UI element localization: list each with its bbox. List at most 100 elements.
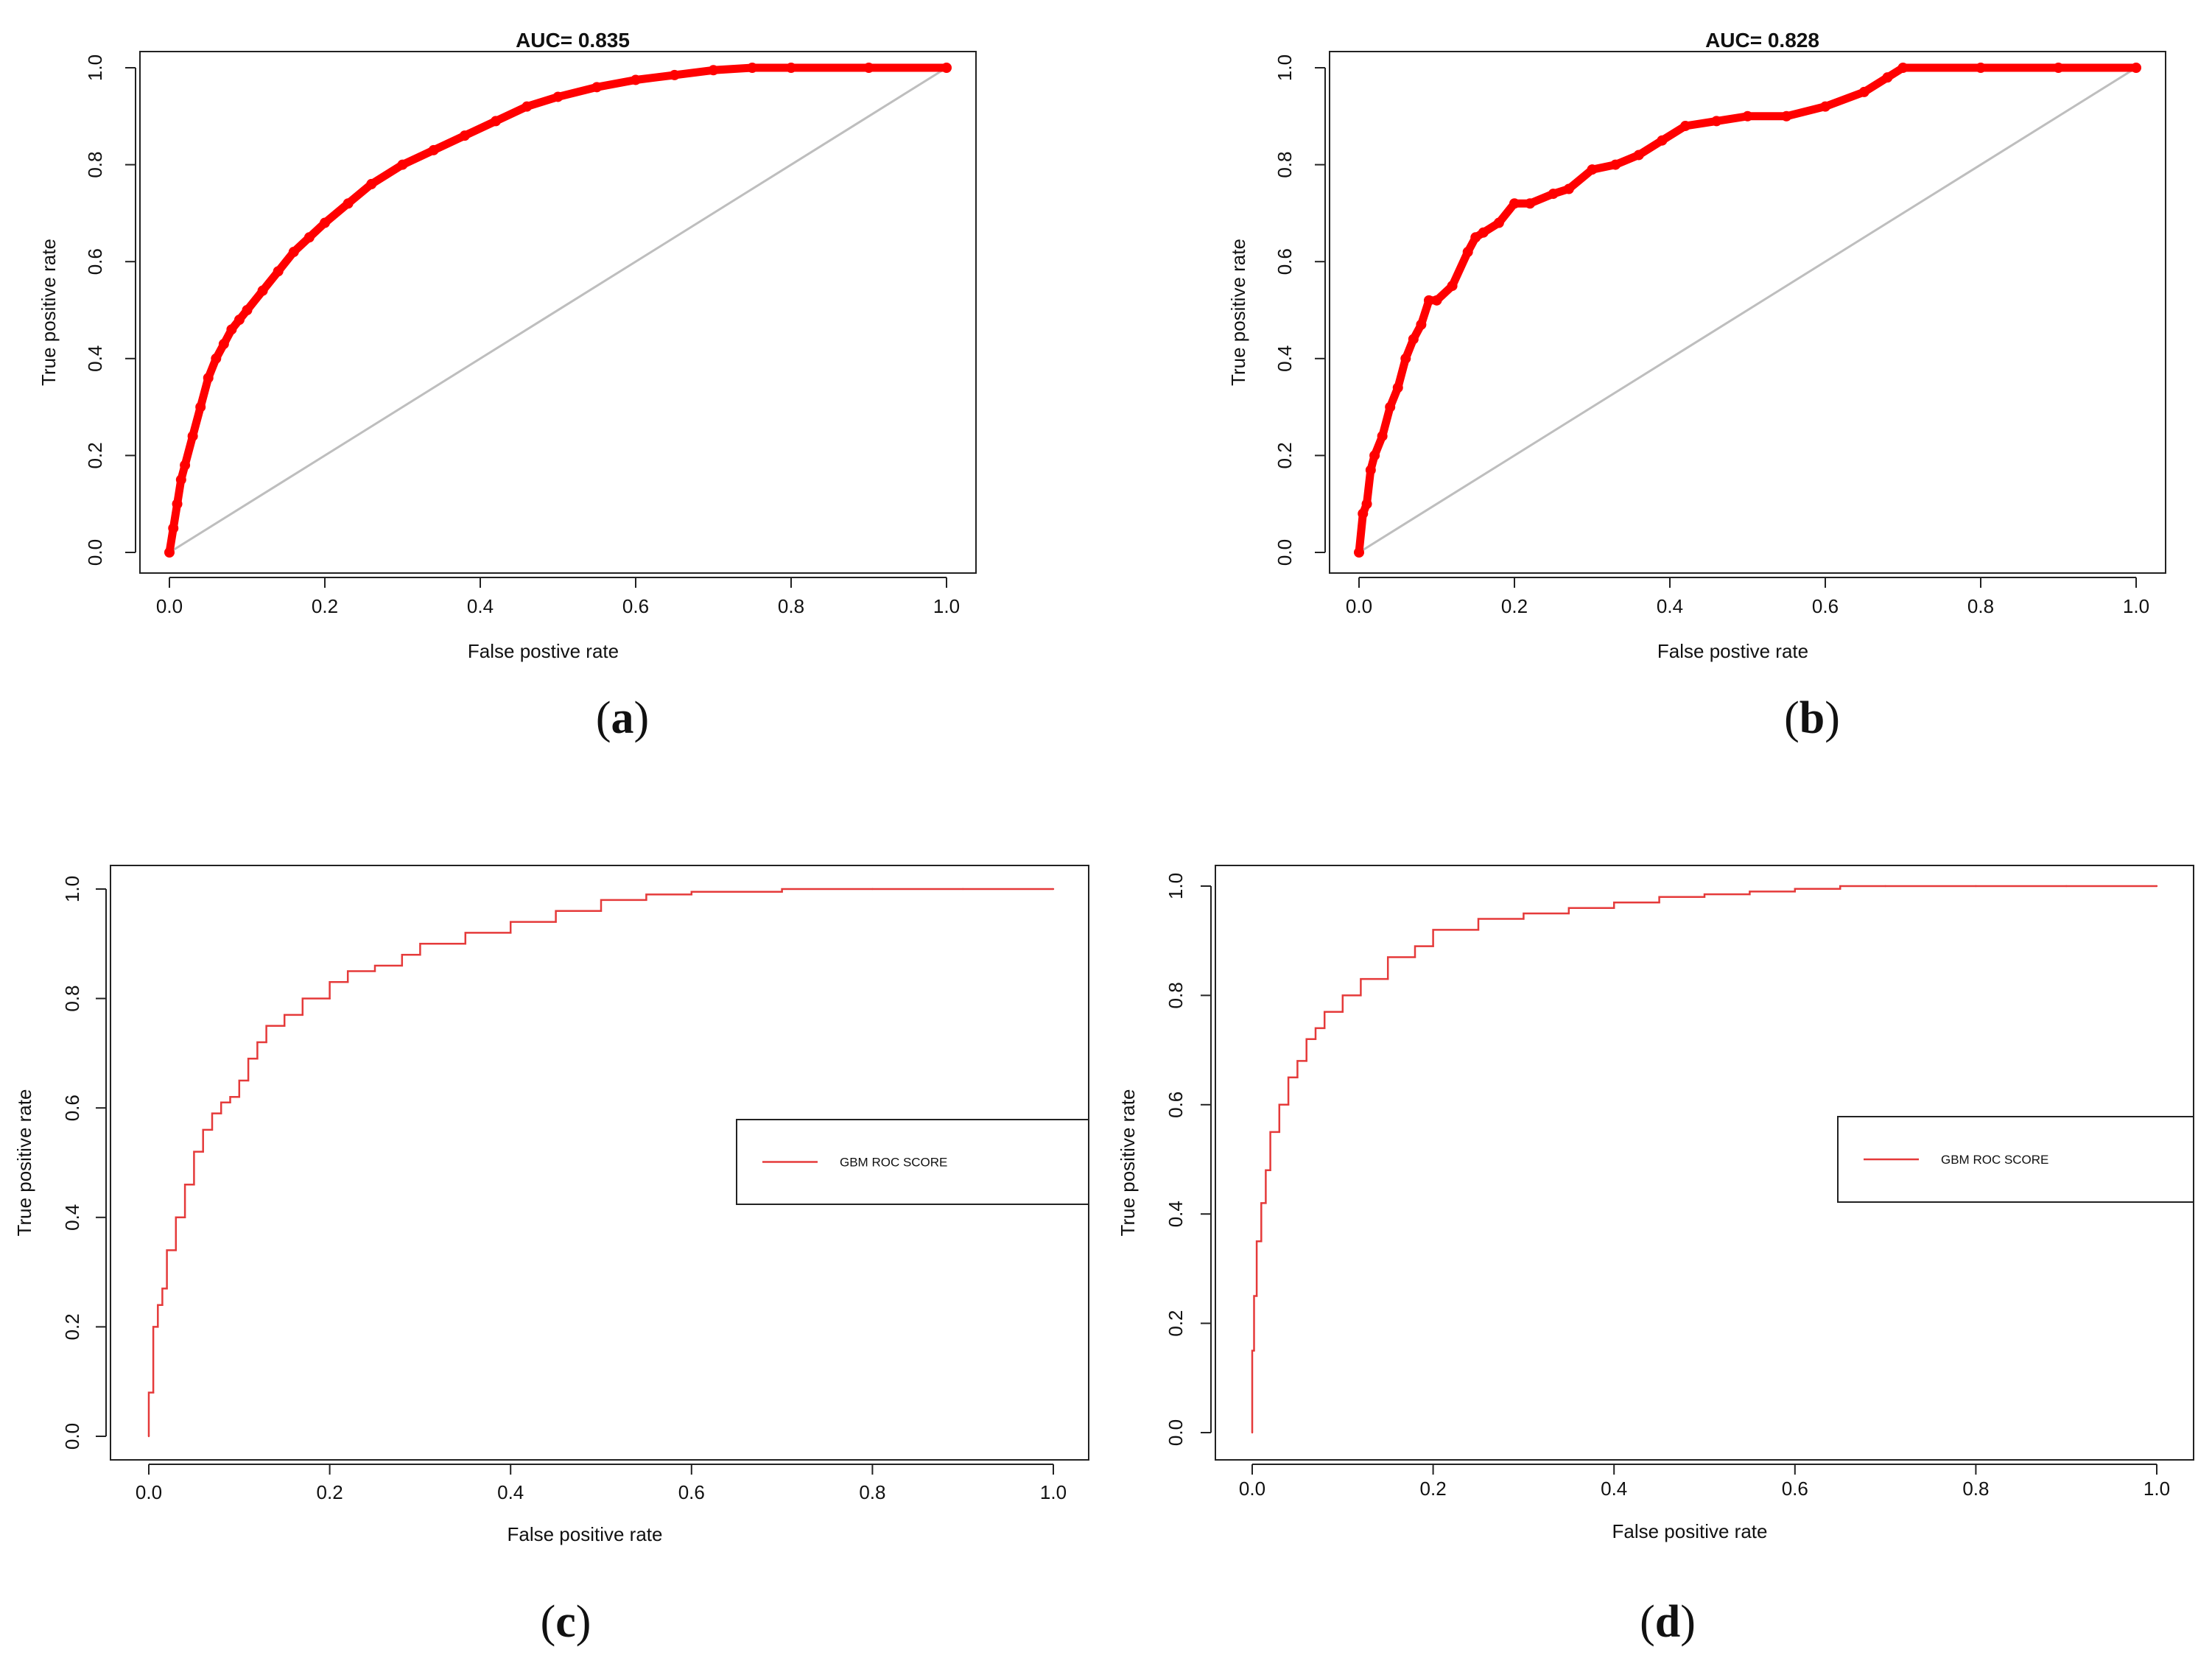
y-tick-label: 0.2: [61, 1313, 83, 1340]
roc-point: [1287, 1103, 1290, 1106]
roc-point: [238, 1096, 240, 1098]
roc-point: [211, 1128, 214, 1131]
x-tick-label: 0.8: [1962, 1478, 1989, 1500]
roc-point: [226, 324, 237, 335]
legend: GBM ROC SCORE: [736, 1119, 1089, 1205]
roc-point: [1314, 1038, 1317, 1040]
x-tick-label: 0.8: [778, 595, 804, 617]
roc-point: [1414, 956, 1416, 958]
panel-caption: (d): [1640, 1597, 1696, 1647]
y-axis-title: True positive rate: [38, 239, 60, 386]
roc-point: [1251, 1431, 1254, 1434]
roc-point: [708, 65, 719, 76]
roc-point: [555, 921, 557, 923]
x-tick-label: 1.0: [2143, 1478, 2170, 1500]
roc-point: [1477, 929, 1480, 931]
roc-point: [401, 964, 404, 967]
roc-panel-a: 0.0 0.2 0.4 0.6 0.8 1.0 0.0 0.2 0.4 0.6 0.8 1.0 Fals…: [38, 29, 977, 743]
roc-point: [257, 285, 268, 296]
roc-point: [211, 353, 222, 364]
x-tick-label: 0.0: [156, 595, 183, 617]
roc-point: [187, 431, 198, 442]
x-tick-label: 0.6: [622, 595, 649, 617]
roc-point: [1447, 281, 1458, 292]
panel-caption: (a): [596, 693, 649, 743]
roc-point: [510, 932, 512, 934]
roc-point: [346, 981, 349, 983]
roc-point: [1260, 1240, 1263, 1243]
roc-point: [591, 82, 603, 93]
y-tick-label: 0.6: [84, 248, 106, 275]
y-tick-label: 0.2: [1165, 1310, 1187, 1337]
x-tick-label: 0.6: [1812, 595, 1839, 617]
roc-point: [256, 1058, 259, 1060]
roc-curve-line: [165, 63, 951, 557]
y-tick-label: 0.8: [1165, 982, 1187, 1008]
roc-point: [288, 247, 299, 258]
y-tick-label: 0.2: [84, 442, 106, 468]
roc-point: [1633, 150, 1644, 161]
y-tick-label: 0.0: [1165, 1419, 1187, 1446]
y-tick-label: 0.2: [1274, 442, 1296, 468]
x-tick-label: 1.0: [933, 595, 960, 617]
y-tick-label: 0.6: [61, 1095, 83, 1121]
roc-point: [147, 1435, 150, 1438]
x-tick-label: 0.4: [497, 1481, 524, 1503]
roc-point: [320, 217, 330, 228]
x-tick-label: 1.0: [1040, 1481, 1067, 1503]
roc-point: [1377, 431, 1388, 442]
y-tick-label: 0.4: [1165, 1201, 1187, 1227]
roc-point: [220, 1112, 222, 1114]
y-tick-label: 0.6: [1274, 248, 1296, 275]
chance-diagonal-line: [1358, 66, 2137, 554]
roc-point: [1278, 1131, 1281, 1134]
roc-point: [1567, 912, 1570, 915]
panel-caption: (c): [541, 1597, 591, 1647]
y-tick-label: 1.0: [1165, 873, 1187, 899]
roc-point: [1858, 86, 1869, 97]
roc-point: [522, 101, 533, 112]
legend-label: GBM ROC SCORE: [1941, 1153, 2048, 1167]
roc-point: [1296, 1076, 1299, 1078]
x-tick-label: 0.6: [678, 1481, 705, 1503]
roc-point: [428, 144, 439, 155]
roc-point: [1341, 1011, 1344, 1013]
roc-point: [1470, 232, 1481, 243]
roc-curve-line: [147, 888, 1053, 1436]
y-tick-label: 1.0: [84, 55, 106, 81]
roc-point: [1563, 183, 1574, 194]
x-tick-label: 0.8: [1967, 595, 1994, 617]
roc-point: [229, 1101, 231, 1103]
roc-point: [366, 178, 377, 189]
plot-title: AUC= 0.828: [1705, 29, 1819, 52]
plot-frame: [1329, 51, 2166, 574]
roc-point: [1976, 63, 1986, 73]
roc-point: [234, 315, 245, 326]
roc-point: [1781, 110, 1792, 122]
y-tick-label: 1.0: [1274, 55, 1296, 81]
roc-point: [1400, 353, 1411, 364]
roc-point: [1361, 499, 1372, 510]
roc-point: [1255, 1295, 1258, 1297]
chance-diagonal-line: [169, 66, 947, 554]
roc-point: [631, 74, 641, 85]
roc-point: [1432, 945, 1434, 947]
x-tick-label: 0.0: [1346, 595, 1372, 617]
roc-point: [1478, 227, 1489, 238]
roc-point: [962, 888, 964, 891]
x-axis-title: False positive rate: [1612, 1520, 1768, 1542]
roc-point: [202, 1151, 204, 1153]
x-tick-label: 1.0: [2123, 595, 2149, 617]
y-tick-label: 0.8: [61, 986, 83, 1012]
x-tick-label: 0.4: [1657, 595, 1683, 617]
panel-caption-letter: b: [1800, 693, 1825, 743]
roc-point: [1462, 247, 1473, 258]
roc-point: [1385, 401, 1396, 412]
roc-point: [1525, 198, 1536, 209]
y-tick-label: 1.0: [61, 876, 83, 902]
roc-point: [1523, 918, 1525, 920]
roc-point: [157, 1326, 159, 1328]
roc-point: [1703, 896, 1706, 899]
roc-point: [1423, 295, 1434, 306]
roc-curve-line: [1355, 63, 2141, 557]
